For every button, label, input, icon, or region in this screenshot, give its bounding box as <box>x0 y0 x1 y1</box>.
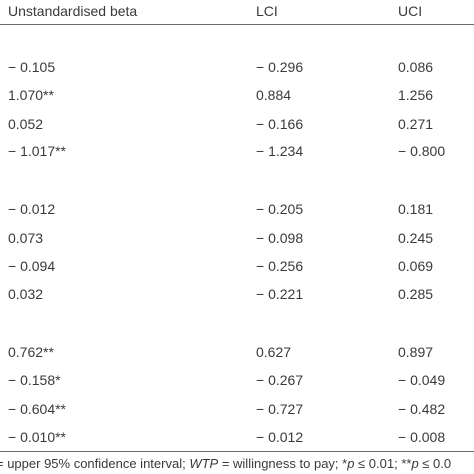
footnote-text: ≤ 0.0 <box>418 456 452 471</box>
table-cell-uci: 0.285 <box>398 286 434 302</box>
table-cell-beta: 1.070** <box>8 87 54 103</box>
table-cell-lci: − 1.234 <box>256 143 304 159</box>
footnote-text: = upper 95% confidence interval; <box>0 456 190 471</box>
table-cell-lci: − 0.205 <box>256 201 304 217</box>
table-footnote: = upper 95% confidence interval; WTP = w… <box>0 455 451 473</box>
table-cell-beta: 0.762** <box>8 344 54 360</box>
table-cell-lci: − 0.012 <box>256 429 304 445</box>
table-cell-beta: − 0.012 <box>8 201 56 217</box>
table-cell-uci: 0.245 <box>398 230 434 246</box>
footnote-p: p <box>347 456 355 471</box>
table-cell-beta: − 0.094 <box>8 258 56 274</box>
table-cell-beta: 0.052 <box>8 116 44 132</box>
table-cell-lci: 0.627 <box>256 344 292 360</box>
header-unstandardised-beta: Unstandardised beta <box>8 3 138 19</box>
table-cell-beta: − 0.604** <box>8 401 66 417</box>
footnote-p: p <box>411 456 419 471</box>
table-cell-uci: − 0.800 <box>398 143 446 159</box>
header-lci: LCI <box>256 3 278 19</box>
table-cell-uci: 0.181 <box>398 201 434 217</box>
table-bottom-rule <box>0 451 474 452</box>
header-rule <box>0 24 474 25</box>
table-cell-beta: − 0.158* <box>8 372 61 388</box>
header-uci: UCI <box>398 3 423 19</box>
table-cell-uci: − 0.049 <box>398 372 446 388</box>
table-cell-lci: − 0.267 <box>256 372 304 388</box>
table-cell-beta: 0.032 <box>8 286 44 302</box>
table-cell-uci: 1.256 <box>398 87 434 103</box>
footnote-wtp: WTP <box>189 456 219 471</box>
table-cell-lci: − 0.256 <box>256 258 304 274</box>
footnote-text: ≤ 0.01; ** <box>354 456 412 471</box>
table-cell-uci: 0.069 <box>398 258 434 274</box>
table-cell-uci: − 0.008 <box>398 429 446 445</box>
table-cell-beta: − 0.105 <box>8 59 56 75</box>
table-cell-beta: − 1.017** <box>8 143 66 159</box>
table-cell-lci: − 0.296 <box>256 59 304 75</box>
table-cell-uci: 0.271 <box>398 116 434 132</box>
table-cell-lci: 0.884 <box>256 87 292 103</box>
table-cell-lci: − 0.166 <box>256 116 304 132</box>
table-cell-uci: − 0.482 <box>398 401 446 417</box>
table-cell-beta: − 0.010** <box>8 429 66 445</box>
table-cell-uci: 0.897 <box>398 344 434 360</box>
table-cell-lci: − 0.098 <box>256 230 304 246</box>
table-cell-uci: 0.086 <box>398 59 434 75</box>
table-cell-lci: − 0.727 <box>256 401 304 417</box>
footnote-text: = willingness to pay; * <box>218 456 348 471</box>
table-cell-lci: − 0.221 <box>256 286 304 302</box>
table-cell-beta: 0.073 <box>8 230 44 246</box>
